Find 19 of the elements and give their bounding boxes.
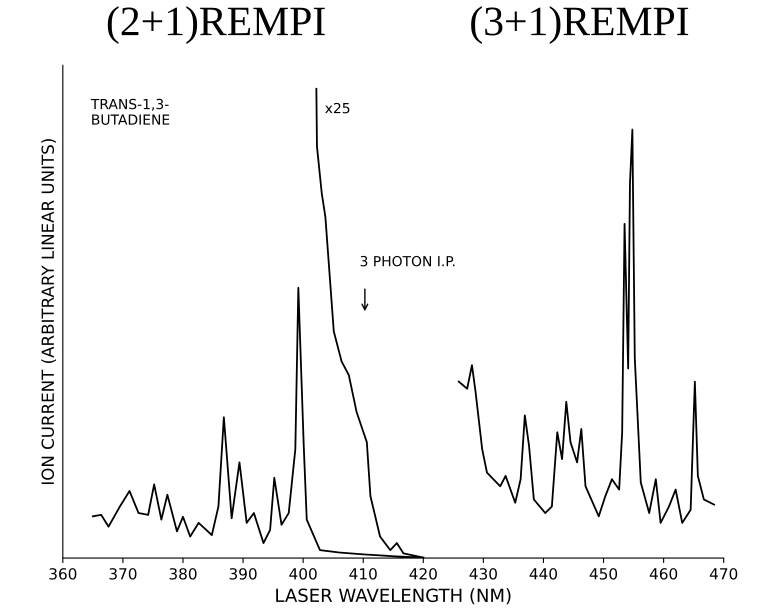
- x-tick-label: 370: [109, 568, 136, 580]
- series-label: x25: [325, 102, 350, 114]
- x-tick-label: 460: [650, 568, 678, 580]
- x-tick-label: 390: [230, 568, 257, 580]
- annotation: 3 PHOTON I.P.: [360, 256, 454, 266]
- x-tick-label: 410: [349, 568, 377, 580]
- x-tick-label: 440: [530, 568, 558, 580]
- y-axis-title: ION CURRENT (ARBITRARY LINEAR UNITS): [41, 139, 56, 484]
- x-tick-label: 420: [409, 568, 437, 580]
- annotation: TRANS-1,3- BUTADIENE: [90, 98, 170, 125]
- x-tick-label: 450: [590, 568, 618, 580]
- text: (2+1)REMPI: [108, 6, 325, 44]
- x-tick-label: 360: [49, 568, 76, 580]
- text: (3+1)REMPI: [471, 6, 688, 44]
- x-tick-label: 380: [170, 568, 197, 580]
- x-tick-label: 400: [289, 568, 317, 580]
- x-axis-title: LASER WAVELENGTH (NM): [276, 588, 511, 604]
- x-tick-label: 430: [470, 568, 497, 580]
- x-tick-label: 470: [710, 568, 738, 580]
